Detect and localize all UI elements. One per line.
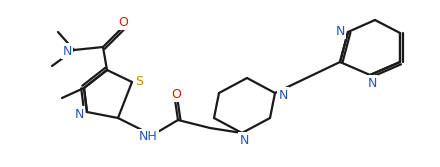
Text: O: O	[171, 88, 181, 101]
Text: N: N	[367, 76, 377, 90]
Text: N: N	[62, 44, 72, 57]
Text: O: O	[118, 16, 128, 29]
Text: N: N	[74, 108, 84, 121]
Text: N: N	[239, 133, 249, 146]
Text: N: N	[279, 89, 288, 102]
Text: S: S	[135, 74, 143, 88]
Text: NH: NH	[139, 130, 158, 143]
Text: N: N	[335, 25, 345, 38]
